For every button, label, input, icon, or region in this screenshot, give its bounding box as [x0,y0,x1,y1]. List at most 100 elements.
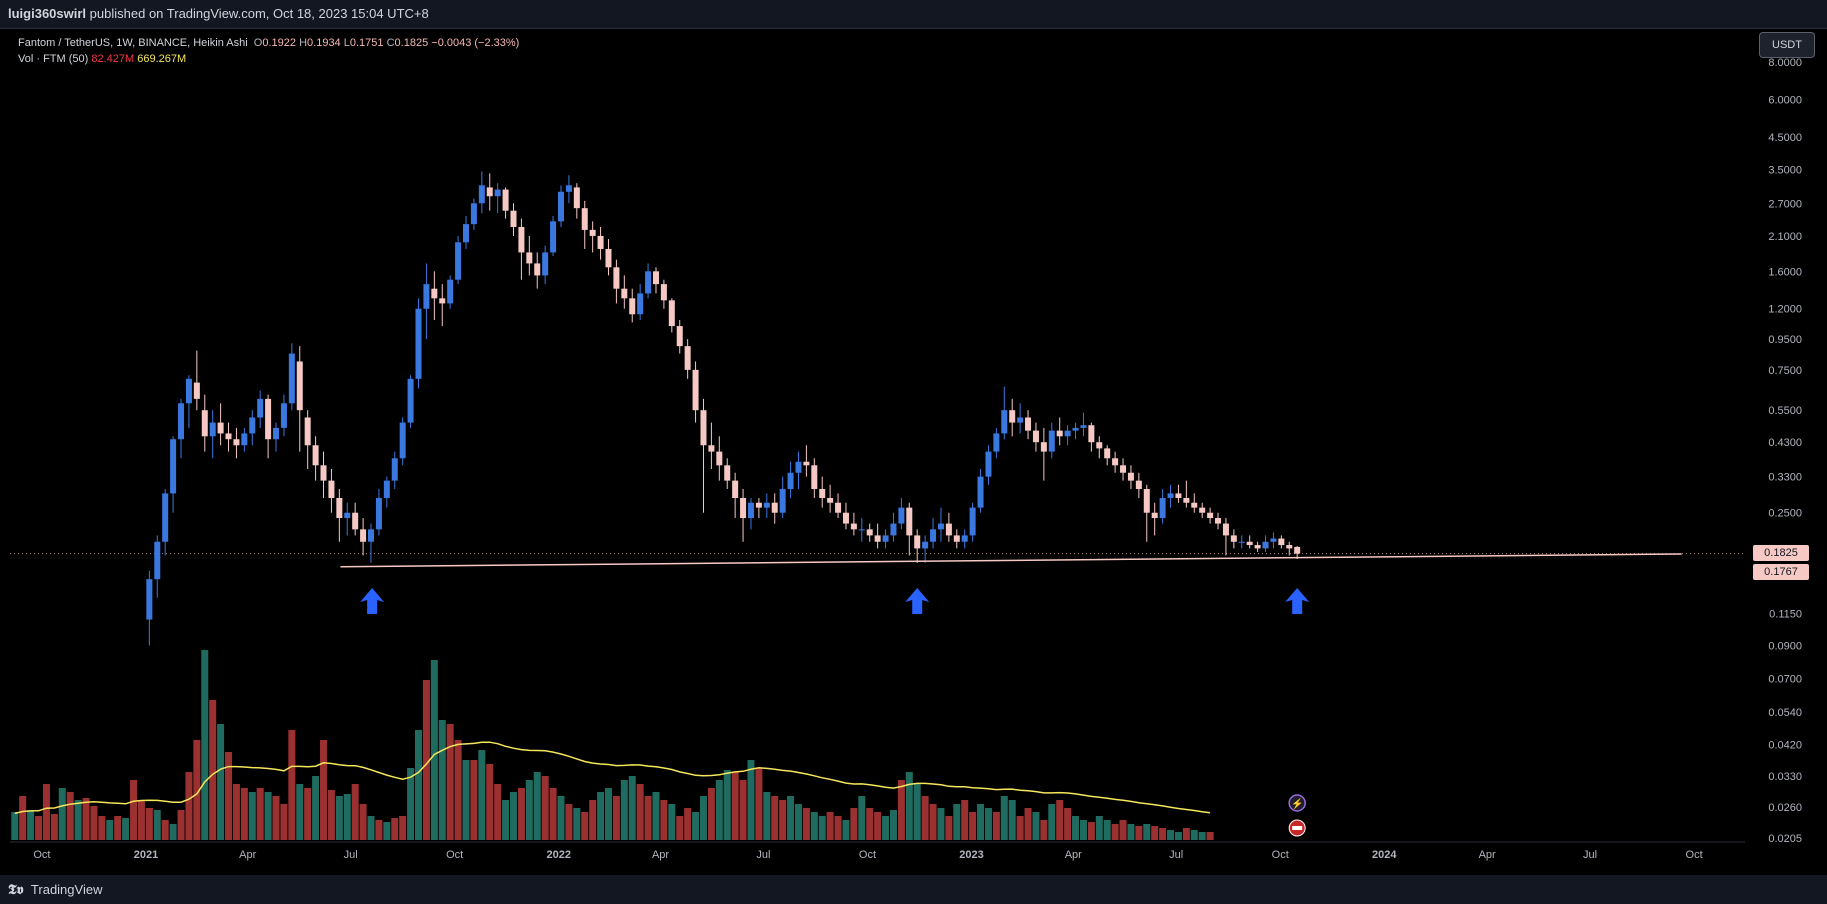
volume-bar [193,740,201,840]
volume-bar [296,784,304,840]
volume-bar [1040,820,1048,840]
volume-bar [1056,800,1064,840]
volume-bar [82,798,90,840]
volume-bar [42,784,50,840]
candle-body [732,480,739,498]
candle-body [1017,417,1024,423]
price-tick-label: 0.9500 [1768,334,1802,346]
candle-body [1143,489,1150,513]
volume-bar [27,810,35,840]
volume-bar [1119,820,1127,840]
volume-bar [312,776,320,840]
candle-body [154,541,161,580]
candle-body [747,502,754,519]
volume-bar [1143,824,1151,840]
time-tick-label: Jul [756,849,770,861]
candle-body [811,465,818,490]
trendline-price-badge: 0.1767 [1753,564,1809,580]
volume-bar [937,808,945,840]
time-tick-label: Oct [859,849,876,861]
volume-label[interactable]: Vol · FTM (50) [18,53,89,65]
volume-bar [399,816,407,840]
candle-body [209,422,216,437]
footer-bar: 𝕿𝖛 TradingView [0,875,1827,904]
volume-ma-value: 669.267M [137,53,187,65]
price-chart[interactable]: 8.0000 6.0000 4.5000 3.5000 2.7000 2.1000 1.60… [0,0,1827,875]
volume-bar [644,796,652,840]
price-tick-label: 1.6000 [1768,266,1802,278]
volume-bar [581,812,589,840]
candle-body [755,502,762,508]
candle-body [858,529,865,531]
candle-body [660,284,667,301]
candle-body [146,579,153,620]
time-tick-label: 2024 [1372,849,1397,861]
lightning-icon: ⚡ [1291,797,1303,810]
candle-body [1088,425,1095,443]
candle-body [708,445,715,452]
candle-body [700,410,707,446]
volume-bar [699,796,707,840]
time-tick-label: Oct [33,849,50,861]
publisher-username[interactable]: luigi360swirl [8,6,87,21]
candle-body [1064,430,1071,437]
volume-bar [992,812,1000,840]
volume-bar [802,808,810,840]
volume-bar [145,808,153,840]
candle-body [922,541,929,549]
candle-body [597,235,604,249]
candle-body [827,497,834,503]
volume-bar [1190,830,1198,840]
candle-body [1270,538,1277,542]
volume-bar [905,772,913,840]
volume-bar [66,792,74,840]
price-tick-label: 4.5000 [1768,132,1802,144]
candle-body [961,535,968,542]
candle-body [629,298,636,315]
volume-bar [525,780,533,840]
volume-bar [422,680,430,840]
volume-bar [739,780,747,840]
volume-value: 82.427M [91,53,135,65]
time-tick-label: Oct [1686,849,1703,861]
flag-icon [1292,826,1303,830]
currency-button[interactable]: USDT [1759,32,1815,58]
volume-bar [391,818,399,840]
volume-bar [1064,808,1072,840]
symbol-title[interactable]: Fantom / TetherUS, 1W, BINANCE, Heikin A… [18,37,248,49]
volume-bar [304,788,312,840]
price-tick-label: 0.4300 [1768,437,1802,449]
price-tick-label: 0.7500 [1768,365,1802,377]
volume-bar [1000,796,1008,840]
candle-body [1112,458,1119,466]
volume-bar [818,816,826,840]
volume-bar [74,800,82,840]
volume-bar [945,816,953,840]
candle-body [1222,523,1229,536]
time-tick-label: Jul [1169,849,1183,861]
volume-bar [731,772,739,840]
volume-bar [921,796,929,840]
brand-name: TradingView [30,882,103,897]
volume-bar [1135,826,1143,840]
volume-bar [232,784,240,840]
candle-body [470,203,477,225]
candle-body [280,403,287,428]
candle-body [787,472,794,490]
time-tick-label: 2023 [959,849,983,861]
candle-body [423,284,430,309]
volume-bar [153,810,161,840]
candle-body [771,502,778,513]
time-tick-label: Apr [1479,849,1496,861]
volume-bar [1079,820,1087,840]
candle-body [1096,442,1103,449]
volume-bar [375,820,383,840]
candle-body [1199,507,1206,513]
tradingview-logo[interactable]: 𝕿𝖛 TradingView [8,875,102,904]
candle-body [1009,410,1016,423]
candle-body [368,529,375,542]
price-tick-label: 1.2000 [1768,304,1802,316]
candle-body [312,445,319,466]
volume-bar [240,788,248,840]
candle-body [866,529,873,536]
